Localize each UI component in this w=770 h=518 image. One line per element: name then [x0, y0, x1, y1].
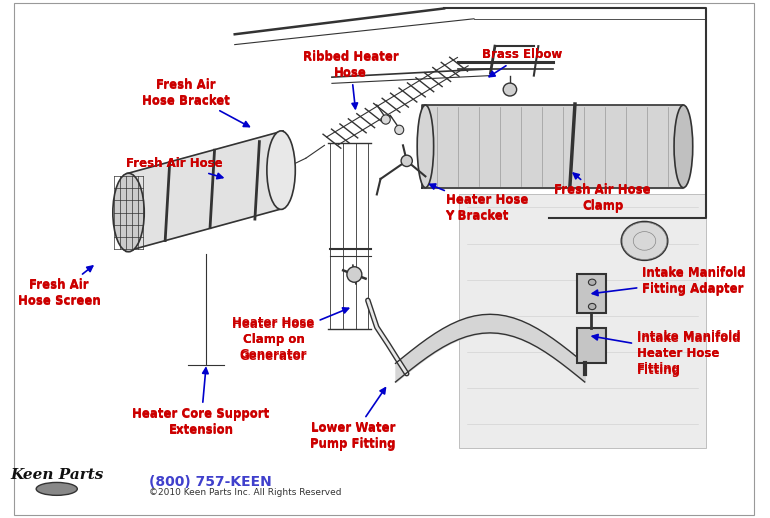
Ellipse shape	[621, 222, 668, 260]
Text: Intake Manifold
Fitting Adapter: Intake Manifold Fitting Adapter	[592, 267, 746, 296]
Ellipse shape	[36, 482, 77, 495]
Text: Heater Hose
Y Bracket: Heater Hose Y Bracket	[446, 193, 528, 223]
Ellipse shape	[267, 131, 295, 209]
Text: Fresh Air
Hose Bracket: Fresh Air Hose Bracket	[142, 78, 230, 108]
Text: Fresh Air Hose
Clamp: Fresh Air Hose Clamp	[554, 173, 651, 212]
Polygon shape	[459, 194, 706, 448]
Text: ©2010 Keen Parts Inc. All Rights Reserved: ©2010 Keen Parts Inc. All Rights Reserve…	[149, 488, 341, 497]
Text: Ribbed Heater
Hose: Ribbed Heater Hose	[303, 51, 399, 109]
Text: Fresh Air
Hose Bracket: Fresh Air Hose Bracket	[142, 79, 249, 126]
Text: Ribbed Heater
Hose: Ribbed Heater Hose	[303, 50, 399, 80]
Text: Heater Hose
Clamp on
Generator: Heater Hose Clamp on Generator	[233, 308, 349, 361]
Ellipse shape	[395, 125, 403, 135]
Text: Heater Hose
Clamp on
Generator: Heater Hose Clamp on Generator	[233, 315, 315, 363]
Text: Fresh Air Hose: Fresh Air Hose	[126, 157, 223, 179]
Text: Intake Manifold
Fitting Adapter: Intake Manifold Fitting Adapter	[642, 266, 746, 296]
Text: Fresh Air Hose
Clamp: Fresh Air Hose Clamp	[554, 183, 651, 213]
Polygon shape	[126, 131, 283, 251]
Text: Heater Hose
Y Bracket: Heater Hose Y Bracket	[430, 184, 528, 222]
Ellipse shape	[113, 173, 144, 252]
Ellipse shape	[417, 105, 434, 188]
Text: Brass Elbow: Brass Elbow	[483, 49, 563, 62]
Text: Keen Parts: Keen Parts	[10, 468, 103, 482]
Bar	[578, 328, 606, 363]
Text: Lower Water
Pump Fitting: Lower Water Pump Fitting	[310, 388, 396, 450]
Text: Intake Manifold
Heater Hose
Fitting: Intake Manifold Heater Hose Fitting	[637, 329, 741, 377]
Ellipse shape	[674, 105, 693, 188]
Text: (800) 757-KEEN: (800) 757-KEEN	[149, 475, 272, 489]
Text: Fresh Air
Hose Screen: Fresh Air Hose Screen	[18, 278, 100, 308]
Text: Heater Core Support
Extension: Heater Core Support Extension	[132, 407, 270, 437]
Text: Lower Water
Pump Fitting: Lower Water Pump Fitting	[310, 421, 396, 451]
Ellipse shape	[588, 304, 596, 310]
Ellipse shape	[588, 279, 596, 285]
Text: Intake Manifold
Heater Hose
Fitting: Intake Manifold Heater Hose Fitting	[592, 332, 741, 375]
Polygon shape	[422, 105, 684, 188]
Ellipse shape	[381, 115, 390, 124]
Ellipse shape	[401, 155, 412, 166]
Bar	[578, 275, 606, 313]
Text: Brass Elbow: Brass Elbow	[483, 49, 563, 77]
Text: Heater Core Support
Extension: Heater Core Support Extension	[132, 368, 270, 436]
Ellipse shape	[347, 267, 362, 282]
Ellipse shape	[503, 83, 517, 96]
Text: Fresh Air
Hose Screen: Fresh Air Hose Screen	[18, 266, 100, 307]
Text: Fresh Air Hose: Fresh Air Hose	[126, 157, 223, 170]
